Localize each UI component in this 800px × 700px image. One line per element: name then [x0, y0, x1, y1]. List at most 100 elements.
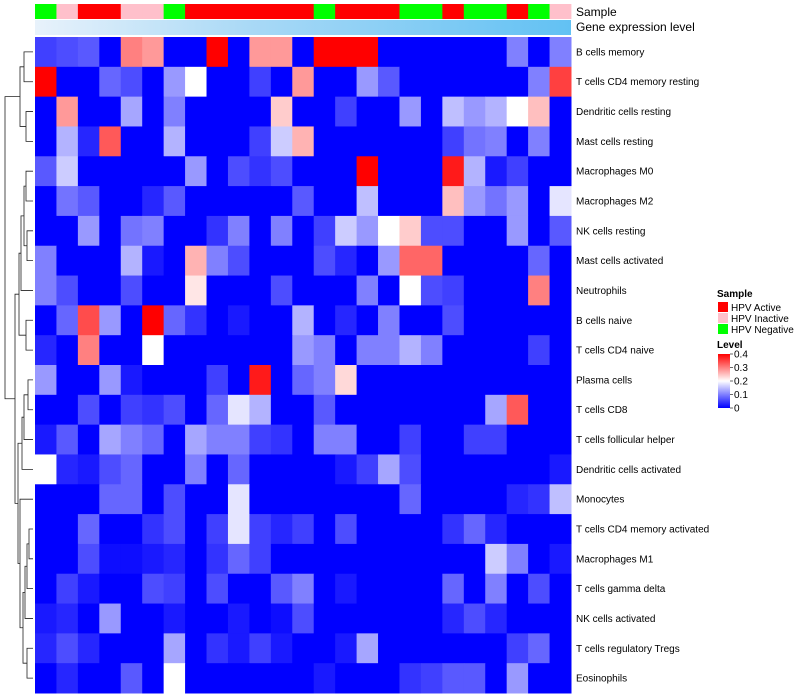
heatmap-cell [249, 633, 272, 664]
row-label: Dendritic cells resting [576, 107, 671, 118]
sample-annotation-cell [163, 4, 186, 19]
legend-color-scale [718, 354, 730, 408]
heatmap-cell [206, 215, 229, 247]
heatmap-cell [335, 603, 358, 634]
heatmap-cell [35, 156, 57, 187]
sample-annotation-cell [206, 4, 229, 19]
heatmap-cell [335, 126, 358, 157]
heatmap-cell [399, 573, 422, 605]
heatmap-cell [399, 215, 422, 247]
heatmap-cell [185, 215, 208, 247]
heatmap-cell [442, 186, 465, 217]
heatmap-cell [120, 454, 143, 485]
heatmap-cell [142, 335, 165, 366]
heatmap-cell [56, 186, 79, 217]
heatmap-cell [335, 663, 358, 694]
sample-annotation-cell [270, 4, 293, 19]
heatmap-cell [185, 514, 208, 545]
heatmap-cell [356, 663, 379, 694]
heatmap-cell [485, 454, 508, 485]
heatmap-cell [528, 454, 551, 485]
heatmap-cell [378, 365, 400, 396]
heatmap-cell [185, 394, 208, 426]
heatmap-cell [35, 275, 57, 306]
heatmap-cell [142, 215, 165, 247]
heatmap-cell [356, 454, 379, 485]
heatmap-cell [313, 215, 336, 247]
row-label: B cells naive [576, 316, 633, 327]
heatmap-cell [378, 186, 400, 217]
heatmap-cell [249, 424, 272, 455]
heatmap-cell [56, 305, 79, 336]
dendrogram-branch [23, 394, 33, 440]
heatmap-cell [356, 633, 379, 664]
heatmap-cell [249, 37, 272, 68]
heatmap-cell [356, 514, 379, 545]
heatmap-cell [77, 186, 100, 217]
heatmap-cell [485, 514, 508, 545]
row-label: Plasma cells [576, 375, 632, 386]
heatmap-cell [270, 394, 293, 426]
heatmap-cell [399, 37, 422, 68]
heatmap-cell [35, 663, 57, 694]
dendrogram-branch [23, 185, 27, 247]
dendrogram-branch [28, 528, 33, 560]
heatmap-cell [120, 573, 143, 605]
heatmap-cell [120, 394, 143, 426]
heatmap-cell [249, 484, 272, 515]
heatmap-cell [77, 365, 100, 396]
heatmap-cell [99, 335, 122, 366]
heatmap-cell [77, 543, 100, 575]
heatmap-cell [442, 96, 465, 127]
heatmap-cell [120, 186, 143, 217]
heatmap-cell [378, 603, 400, 634]
heatmap-cell [35, 96, 57, 127]
heatmap-cell [292, 573, 315, 605]
heatmap-cell [142, 573, 165, 605]
heatmap-cell [142, 514, 165, 545]
heatmap-cell [463, 663, 486, 694]
heatmap-cell [528, 305, 551, 336]
heatmap-cell [35, 543, 57, 575]
sample-annotation-cell [142, 4, 165, 19]
heatmap-cell [378, 275, 400, 306]
heatmap-cell [206, 365, 229, 396]
legend-entry-label: HPV Negative [731, 325, 794, 336]
heatmap-cell [313, 603, 336, 634]
heatmap-cell [142, 186, 165, 217]
heatmap-cell [163, 156, 186, 187]
heatmap-cell [120, 484, 143, 515]
heatmap-cell [506, 543, 529, 575]
heatmap-cell [163, 186, 186, 217]
heatmap-cell [528, 424, 551, 455]
heatmap-cell [35, 573, 57, 605]
heatmap-cell [77, 126, 100, 157]
heatmap-cell [206, 514, 229, 545]
heatmap-cell [356, 603, 379, 634]
heatmap-cell [399, 186, 422, 217]
heatmap-cell [528, 603, 551, 634]
heatmap-cell [485, 245, 508, 277]
heatmap-cell [506, 126, 529, 157]
heatmap-cell [549, 484, 572, 515]
row-label: Mast cells activated [576, 256, 663, 267]
heatmap-cell [463, 335, 486, 366]
heatmap-cell [528, 335, 551, 366]
heatmap-cell [335, 275, 358, 306]
heatmap-cell [77, 663, 100, 694]
sample-annotation-bar [35, 4, 572, 19]
heatmap-cell [549, 543, 572, 575]
heatmap-cell [56, 394, 79, 426]
heatmap-cell [420, 156, 443, 187]
heatmap-cell [142, 275, 165, 306]
heatmap-cell [249, 543, 272, 575]
heatmap-cell [56, 215, 79, 247]
heatmap-cell [420, 573, 443, 605]
heatmap-cell [485, 394, 508, 426]
heatmap-cell [378, 96, 400, 127]
heatmap-cell [185, 126, 208, 157]
heatmap-cell [142, 156, 165, 187]
sample-annotation-cell [35, 4, 57, 19]
heatmap-cell [249, 66, 272, 98]
sample-annotation-cell [506, 4, 529, 19]
